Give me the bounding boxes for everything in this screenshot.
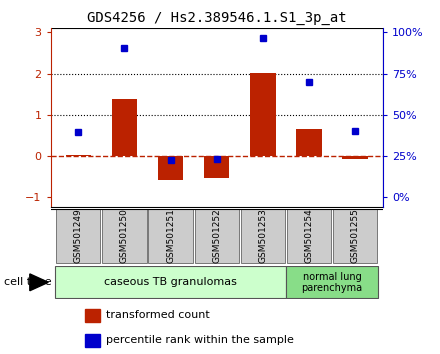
Bar (56, 210, 100, 263)
Text: GSM501255: GSM501255 (351, 208, 359, 263)
Bar (85, 334, 99, 347)
Bar (204, 156, 229, 178)
Text: percentile rank within the sample: percentile rank within the sample (106, 335, 294, 346)
Text: GSM501251: GSM501251 (166, 208, 175, 263)
Text: GSM501250: GSM501250 (120, 208, 129, 263)
Bar (241, 210, 285, 263)
Bar (85, 309, 99, 322)
Bar (342, 156, 368, 159)
Bar (333, 210, 377, 263)
Polygon shape (30, 274, 48, 291)
Title: GDS4256 / Hs2.389546.1.S1_3p_at: GDS4256 / Hs2.389546.1.S1_3p_at (87, 11, 347, 24)
Bar (66, 155, 91, 156)
Bar (158, 156, 183, 181)
Text: normal lung
parenchyma: normal lung parenchyma (301, 272, 363, 293)
Text: GSM501252: GSM501252 (212, 208, 221, 263)
Bar (112, 99, 137, 156)
Text: GSM501254: GSM501254 (304, 208, 313, 263)
Bar (194, 210, 239, 263)
Bar (287, 210, 331, 263)
Bar (55, 266, 286, 298)
Text: cell type: cell type (4, 277, 52, 287)
Text: caseous TB granulomas: caseous TB granulomas (104, 277, 237, 287)
Text: transformed count: transformed count (106, 310, 210, 320)
Text: GSM501253: GSM501253 (258, 208, 268, 263)
Bar (250, 73, 275, 156)
Bar (148, 210, 193, 263)
Bar (286, 266, 378, 298)
Text: GSM501249: GSM501249 (74, 208, 83, 263)
Bar (102, 210, 147, 263)
Bar (296, 129, 322, 156)
